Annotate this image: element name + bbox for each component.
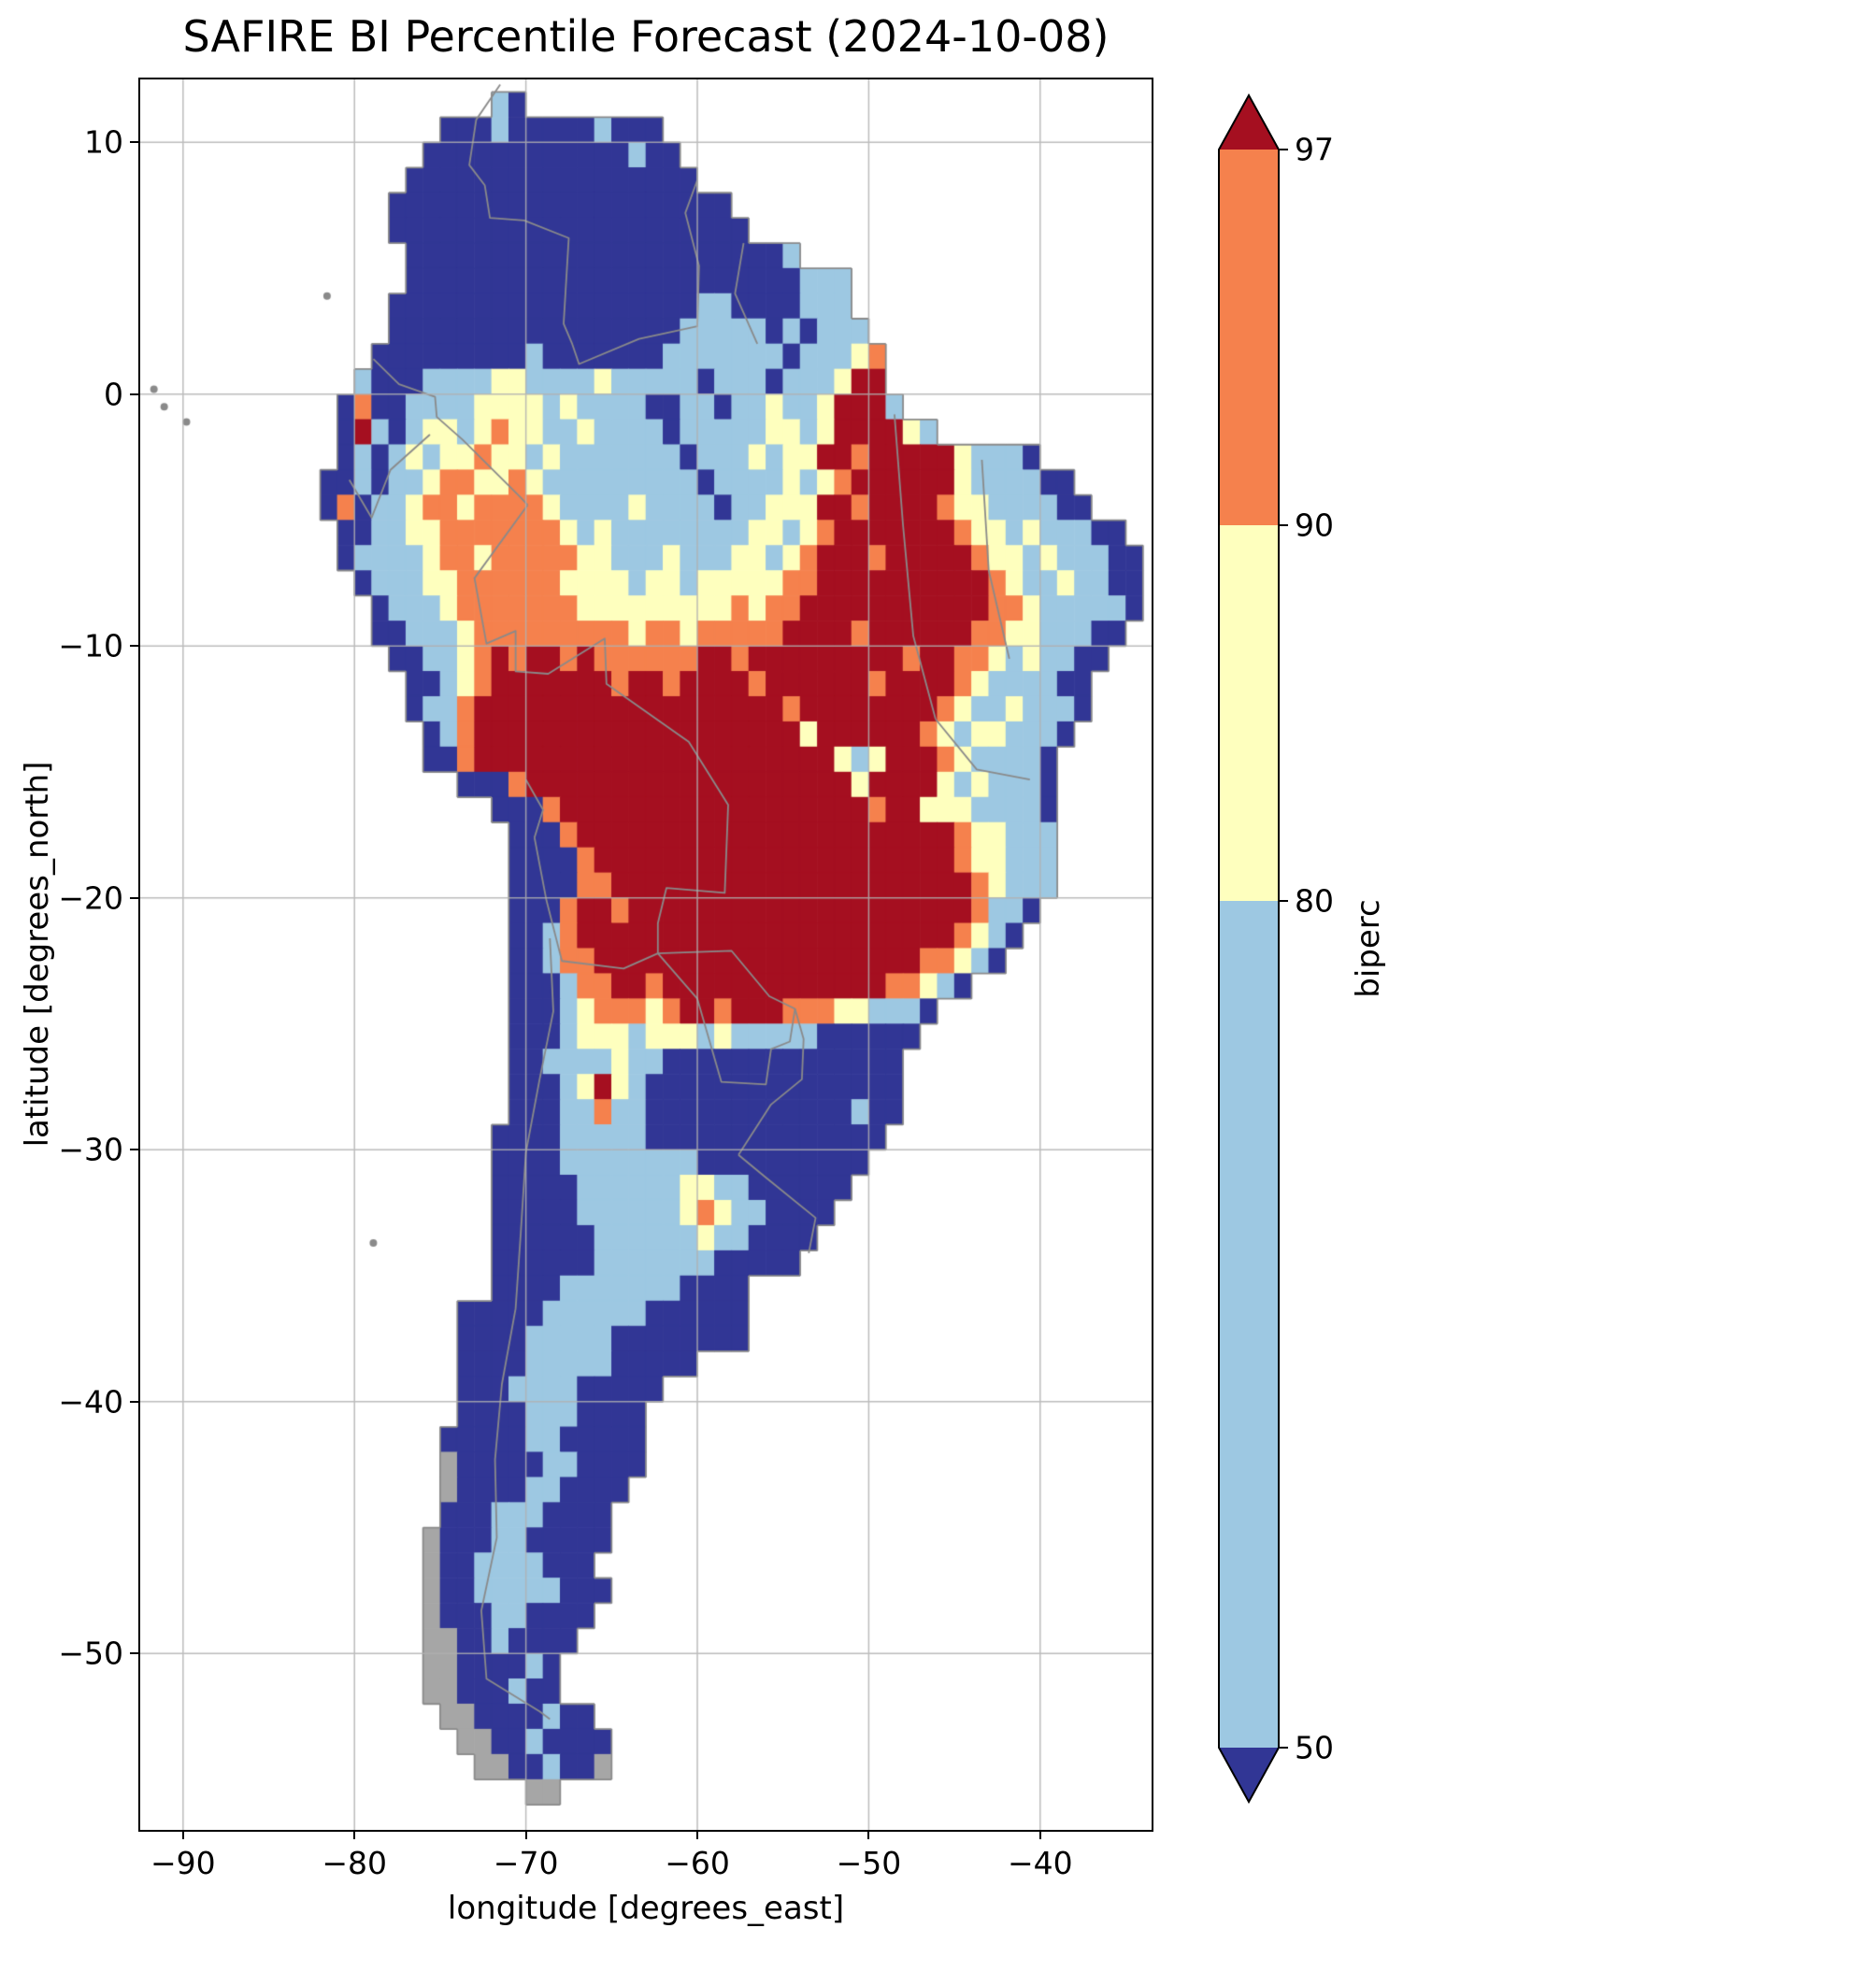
colorbar-label: biperc bbox=[1350, 899, 1387, 998]
x-tick-label: −70 bbox=[493, 1845, 559, 1881]
cbar-tick-label: 90 bbox=[1295, 507, 1334, 544]
x-tick-mark bbox=[353, 1831, 356, 1839]
cbar-tick-mark bbox=[1280, 524, 1288, 526]
x-tick-label: −50 bbox=[836, 1845, 902, 1881]
map-plot-area bbox=[138, 78, 1153, 1832]
y-tick-label: −10 bbox=[58, 627, 123, 664]
x-tick-label: −80 bbox=[322, 1845, 388, 1881]
y-tick-label: 10 bbox=[84, 123, 123, 161]
y-tick-label: 0 bbox=[104, 376, 123, 413]
x-tick-mark bbox=[696, 1831, 699, 1839]
y-tick-label: −30 bbox=[58, 1131, 123, 1168]
cbar-seg-50-80 bbox=[1219, 901, 1279, 1748]
heatmap-canvas bbox=[140, 79, 1152, 1830]
y-tick-mark bbox=[130, 141, 138, 144]
x-tick-mark bbox=[181, 1831, 184, 1839]
cbar-seg-90-97 bbox=[1219, 150, 1279, 525]
y-axis-label: latitude [degrees_north] bbox=[19, 761, 56, 1148]
cbar-extend-max bbox=[1219, 95, 1279, 150]
colorbar-svg bbox=[1218, 93, 1280, 1805]
y-tick-mark bbox=[130, 896, 138, 899]
y-tick-mark bbox=[130, 1652, 138, 1655]
y-tick-label: −40 bbox=[58, 1383, 123, 1421]
cbar-tick-label: 50 bbox=[1295, 1729, 1334, 1766]
plot-title: SAFIRE BI Percentile Forecast (2024-10-0… bbox=[182, 11, 1110, 62]
y-tick-mark bbox=[130, 1400, 138, 1403]
cbar-outline bbox=[1218, 93, 1280, 1805]
x-tick-mark bbox=[867, 1831, 870, 1839]
cbar-extend-min bbox=[1219, 1748, 1279, 1802]
x-tick-mark bbox=[524, 1831, 527, 1839]
cbar-seg-80-90 bbox=[1219, 525, 1279, 901]
x-tick-label: −60 bbox=[665, 1845, 730, 1881]
cbar-tick-label: 97 bbox=[1295, 131, 1334, 168]
y-tick-mark bbox=[130, 645, 138, 648]
cbar-tick-mark bbox=[1280, 1747, 1288, 1749]
x-tick-label: −40 bbox=[1007, 1845, 1073, 1881]
x-axis-label: longitude [degrees_east] bbox=[447, 1890, 845, 1927]
y-tick-label: −50 bbox=[58, 1635, 123, 1672]
x-tick-label: −90 bbox=[150, 1845, 216, 1881]
y-tick-label: −20 bbox=[58, 879, 123, 917]
cbar-tick-mark bbox=[1280, 149, 1288, 150]
cbar-tick-mark bbox=[1280, 900, 1288, 902]
colorbar bbox=[1218, 93, 1424, 1805]
y-tick-mark bbox=[130, 393, 138, 395]
y-tick-mark bbox=[130, 1149, 138, 1151]
x-tick-mark bbox=[1038, 1831, 1041, 1839]
cbar-tick-label: 80 bbox=[1295, 882, 1334, 920]
